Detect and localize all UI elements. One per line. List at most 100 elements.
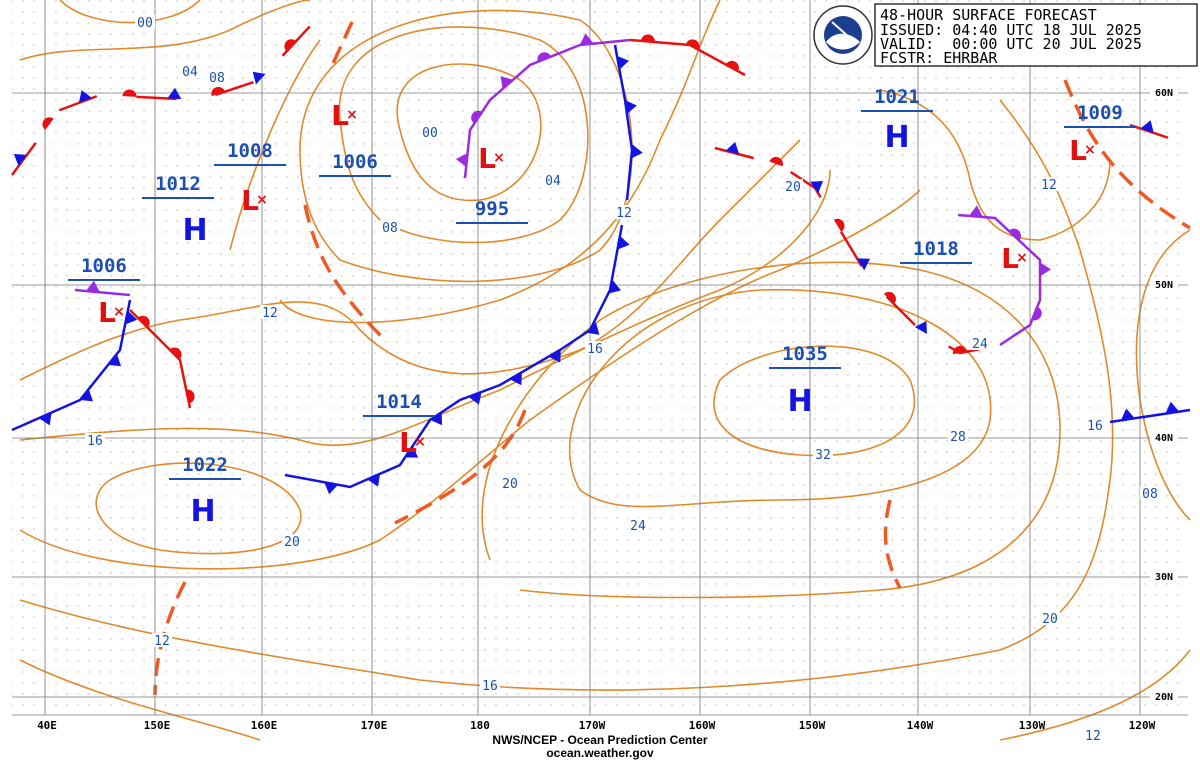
isobar-label-bg [783,179,803,193]
front-symbol [1032,306,1042,321]
center-pressure: 1008 [227,140,273,162]
center-pressure: 1018 [913,238,959,260]
isobar-label: 16 [1087,419,1103,434]
front-symbol [78,90,93,103]
longitude-label: 140W [907,719,934,732]
isobar-label: 16 [87,434,103,449]
front-symbol [586,322,600,335]
front-symbol [833,218,845,232]
isobar-label-bg [1039,177,1059,191]
isobar-label-bg [543,173,563,187]
longitude-label: 120W [1129,719,1156,732]
front-symbol [42,117,54,130]
front-symbol [186,389,195,404]
center-pressure: 1035 [782,343,828,365]
longitude-label: 180 [470,719,490,732]
isobar-label: 32 [815,448,831,463]
latitude-box [1150,85,1178,99]
header-line: 48-HOUR SURFACE FORECAST [880,6,1097,24]
front-symbol [169,347,182,360]
front-line [714,146,1001,355]
isobar-label: 00 [422,126,438,141]
longitude-label: 160W [689,719,716,732]
front-symbol [686,39,700,50]
isobar-label-bg [480,678,500,692]
isobar-label-bg [152,633,172,647]
center-pressure: 1012 [155,173,201,195]
latitude-label: 20N [1155,692,1173,703]
isobar-label: 04 [182,65,198,80]
front-symbol [640,34,655,43]
front-symbol [367,473,381,487]
isobar-label-bg [1083,728,1103,742]
longitude-label: 160E [251,719,278,732]
front-symbol [810,181,824,194]
isobar-label: 24 [972,337,988,352]
isobar-label-bg [585,341,605,355]
high-symbol: H [182,213,207,248]
longitude-label: 170E [361,719,388,732]
longitude-label: 130W [1019,719,1046,732]
isobar-label-bg [948,429,968,443]
low-symbol: L [241,184,259,217]
isobar-label-bg [628,518,648,532]
front-symbol [952,346,967,355]
front-symbol [85,280,100,293]
front-symbol [211,86,226,97]
low-symbol: L [478,142,496,175]
center-pressure: 1009 [1077,102,1123,124]
low-cross: × [113,304,125,320]
front-symbol [617,235,630,250]
front-symbol [537,52,551,62]
longitude-label: 170W [579,719,606,732]
center-pressure: 1006 [81,255,127,277]
isobar-label: 12 [1085,729,1101,744]
header-box: 48-HOUR SURFACE FORECAST ISSUED: 04:40 U… [874,3,1198,67]
latitude-label: 30N [1155,572,1173,583]
header-line: FCSTR: EHRBAR [880,49,998,67]
troughs [153,21,1191,696]
low-symbol: L [1069,134,1087,167]
isobar-label: 28 [950,430,966,445]
front-symbol [616,55,630,70]
isobar-label: 08 [209,71,225,86]
front-symbol [471,110,483,124]
header-line: VALID: 00:00 UTC 20 JUL 2025 [880,35,1142,53]
fronts [10,9,1191,495]
front-symbol [122,89,137,97]
front-symbol [769,156,783,167]
front-line [1129,123,1191,147]
front-symbol [38,412,52,426]
header-line: ISSUED: 04:40 UTC 18 JUL 2025 [880,21,1142,39]
front-symbol [405,445,419,458]
isobar-label: 12 [154,634,170,649]
isobar-label: 12 [1041,178,1057,193]
latitude-box [1150,277,1178,291]
front-symbol [548,349,561,363]
latitude-label: 50N [1155,280,1173,291]
isobar-label: 12 [262,306,278,321]
isobar-label: 20 [785,180,801,195]
high-symbol: H [787,384,812,419]
center-pressure: 1022 [182,454,228,476]
front-symbol [509,372,522,386]
latitude-box [1150,689,1178,703]
footer-agency: NWS/NCEP - Ocean Prediction Center [492,733,707,747]
front-symbol [468,391,482,405]
front-symbol [13,153,27,167]
isobar-label-bg [813,447,833,461]
low-cross: × [346,107,358,123]
isobar-label-bg [260,305,280,319]
front-line [10,9,326,176]
isobar-label: 00 [137,16,153,31]
front-symbol [857,258,871,271]
front-symbol [1140,120,1154,133]
isobar-label-bg [1040,611,1060,625]
isobar-label-bg [614,205,634,219]
front-symbol [914,320,927,335]
latitude-label: 40N [1155,433,1173,444]
dot-grid [12,0,1188,715]
front-symbol [455,153,468,168]
low-cross: × [414,434,426,450]
